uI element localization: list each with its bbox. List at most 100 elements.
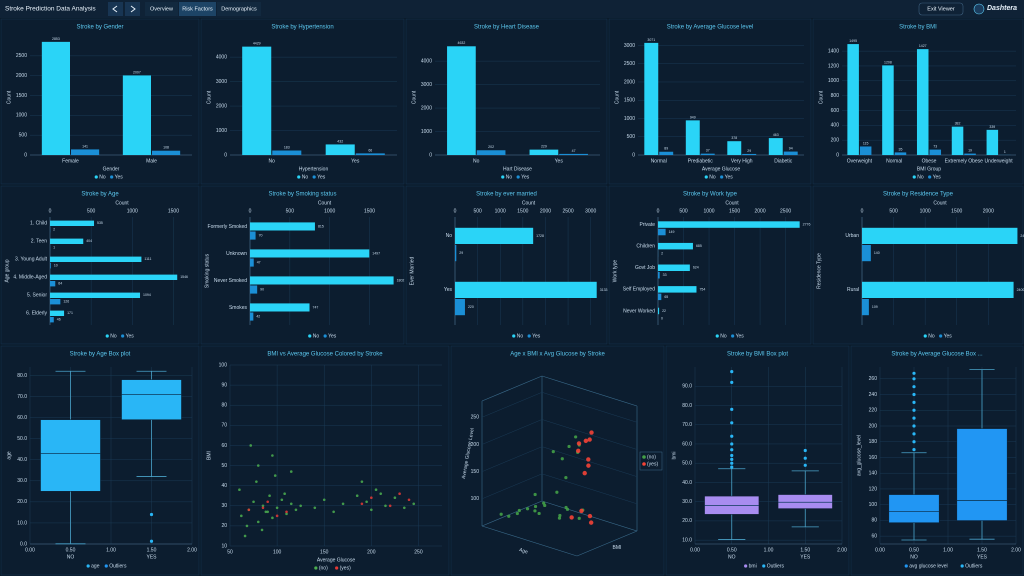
- value-label: 141: [82, 144, 88, 148]
- bar: [859, 146, 872, 155]
- axis-title: Hart Disease: [503, 166, 532, 172]
- value-label: 1208: [884, 60, 892, 64]
- legend-swatch: [94, 175, 98, 179]
- point: [264, 510, 268, 514]
- value-label: 126: [63, 300, 69, 304]
- y-tick-label: 70: [221, 423, 227, 429]
- tab-bg[interactable]: [217, 2, 261, 16]
- legend-label: No: [506, 174, 513, 180]
- x-tick-label: 500: [889, 208, 898, 214]
- box: [777, 494, 833, 509]
- value-label: 0: [661, 316, 663, 320]
- x-tick-label: Normal: [886, 158, 902, 164]
- value-label: 108: [163, 146, 169, 150]
- point: [515, 511, 519, 516]
- axis-title: Count: [522, 200, 536, 206]
- value-label: 404: [86, 239, 92, 243]
- axis-title: Residence Type: [816, 253, 822, 289]
- legend-swatch: [516, 175, 520, 179]
- value-label: 42: [256, 314, 260, 318]
- point: [313, 506, 317, 510]
- outlier: [912, 416, 916, 420]
- panel: [200, 18, 405, 185]
- bar: [50, 281, 56, 287]
- axis-title: BMI: [206, 451, 212, 460]
- tab[interactable]: Overview: [150, 6, 173, 12]
- y-tick-label: 2000: [216, 103, 227, 109]
- bar: [529, 149, 559, 155]
- tab-active-bg[interactable]: [179, 2, 216, 16]
- outlier: [730, 448, 734, 452]
- point: [360, 502, 364, 506]
- legend-label: No: [928, 333, 935, 339]
- exit-button[interactable]: [918, 2, 964, 16]
- bar: [122, 75, 151, 155]
- chevron-right[interactable]: [130, 5, 136, 13]
- x-tick-label: 1500: [729, 208, 740, 214]
- value-label: 685: [696, 244, 702, 248]
- y-tick-label: 5. Senior: [27, 293, 47, 299]
- point: [533, 492, 537, 497]
- category-label: YES: [977, 554, 988, 560]
- value-label: 149: [669, 230, 675, 234]
- legend-swatch: [501, 175, 505, 179]
- outlier: [912, 432, 916, 436]
- x-tick-label: Obese: [922, 158, 937, 164]
- bar: [916, 49, 929, 155]
- outlier: [803, 456, 807, 460]
- legend-label: No: [709, 174, 716, 180]
- nav-back-bg[interactable]: [108, 2, 123, 16]
- point: [365, 500, 368, 504]
- bar: [272, 150, 302, 155]
- bar: [862, 299, 869, 316]
- nav-back[interactable]: [108, 2, 123, 16]
- y-tick-label: 1500: [16, 93, 27, 99]
- panel-title: Stroke by Gender: [76, 25, 123, 31]
- x-tick-label: 2.00: [837, 547, 847, 553]
- tab[interactable]: Risk Factors: [182, 6, 213, 12]
- value-label: 4632: [458, 41, 466, 45]
- bar: [50, 220, 95, 226]
- point: [499, 512, 503, 516]
- z-tick-label: 200: [471, 442, 480, 448]
- y-tick-label: 4000: [216, 54, 227, 60]
- legend-label: (yes): [340, 565, 351, 571]
- value-label: 624: [693, 266, 699, 270]
- point: [252, 500, 255, 504]
- legend-swatch: [512, 334, 516, 338]
- bar: [658, 264, 690, 271]
- outlier: [149, 539, 154, 543]
- legend-swatch: [744, 564, 748, 568]
- bar: [658, 242, 693, 250]
- value-label: 463: [773, 133, 779, 137]
- exit-label[interactable]: Exit Viewer: [927, 6, 955, 12]
- legend-label: Yes: [736, 333, 745, 339]
- tab-bg[interactable]: [145, 2, 178, 16]
- value-label: 140: [874, 251, 880, 255]
- legend-label: Yes: [725, 174, 734, 180]
- x-tick-label: 1000: [495, 208, 506, 214]
- outlier: [803, 463, 807, 467]
- point: [525, 507, 530, 511]
- axis-title: Count: [411, 90, 417, 104]
- value-label: 1495: [849, 39, 857, 43]
- value-label: 339: [989, 125, 995, 129]
- panel-title: Stroke by Average Glucose level: [667, 25, 754, 31]
- value-label: 2776: [803, 222, 811, 226]
- box: [40, 419, 101, 492]
- value-label: 815: [318, 224, 324, 228]
- bar: [455, 299, 465, 316]
- y-tick-label: 1400: [828, 48, 839, 54]
- bar: [50, 292, 141, 298]
- tab[interactable]: Demographics: [221, 6, 257, 12]
- point: [583, 438, 589, 444]
- box: [888, 494, 940, 523]
- x-tick-label: 2.00: [187, 547, 197, 553]
- nav-forward-bg[interactable]: [125, 2, 140, 16]
- chevron-left[interactable]: [112, 5, 118, 13]
- value-label: 2007: [133, 70, 141, 74]
- y-tick-label: Urban: [845, 233, 859, 239]
- nav-forward[interactable]: [125, 2, 140, 16]
- legend-label: (no): [319, 565, 328, 571]
